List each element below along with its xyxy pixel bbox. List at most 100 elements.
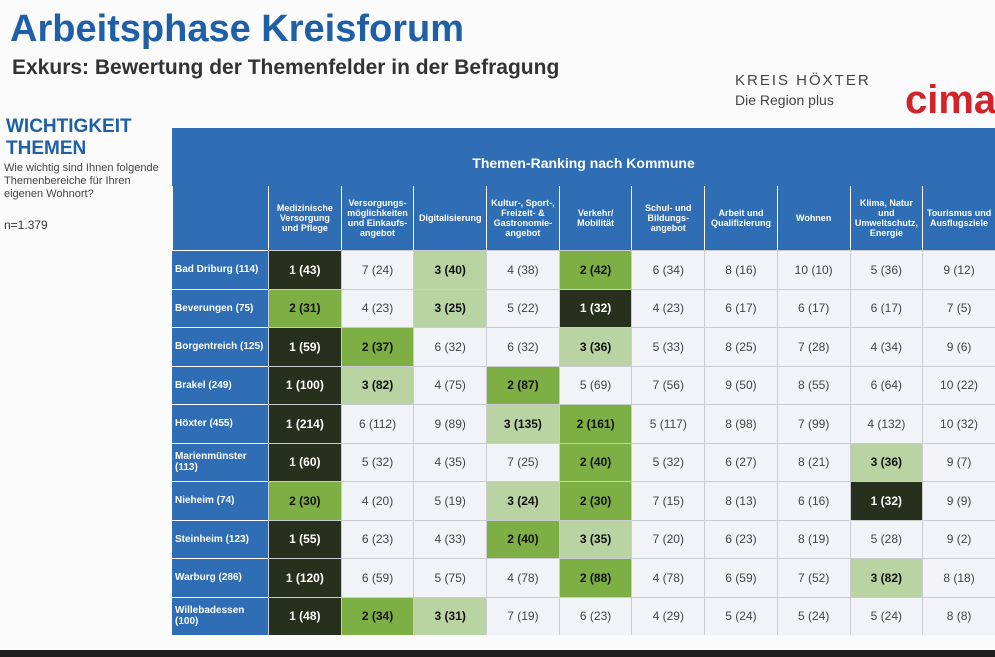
rank-cell: 1 (43) [268,250,341,289]
rank-cell: 6 (17) [849,288,923,327]
logo-kreis: KREIS HÖXTER [735,72,871,89]
rank-cell: 6 (23) [558,596,632,635]
row-label: Nieheim (74) [172,481,268,520]
table-title: Themen-Ranking nach Kommune [472,155,695,171]
rank-cell: 3 (40) [413,250,487,289]
rank-cell: 9 (50) [704,365,777,404]
column-header: Arbeit und Qualifizierung [704,186,777,250]
column-header: Tourismus und Ausflugsziele [922,186,995,250]
sidebar-heading: WICHTIGKEIT THEMEN [6,116,132,159]
rank-cell: 8 (19) [776,519,850,558]
rank-cell: 9 (89) [413,404,487,443]
rank-cell: 7 (19) [486,596,559,635]
column-header: Versorgungs-möglichkeiten und Einkaufs-a… [340,186,414,250]
rank-cell: 9 (12) [922,250,995,289]
rank-cell: 8 (13) [704,481,777,520]
rank-cell: 5 (33) [631,327,705,366]
rank-cell: 8 (25) [704,327,777,366]
rank-cell: 7 (24) [340,250,414,289]
rank-cell: 1 (48) [268,596,341,635]
rank-cell: 5 (69) [558,365,632,404]
rank-cell: 6 (32) [413,327,487,366]
rank-cell: 8 (16) [704,250,777,289]
table-grid: Medizinische Versorgung und Pflege Versor… [172,186,995,635]
rank-cell: 4 (78) [631,558,705,597]
rank-cell: 4 (75) [413,365,487,404]
rank-cell: 3 (36) [849,442,923,481]
rank-cell: 2 (88) [558,558,632,597]
column-header: Klima, Natur und Umweltschutz, Energie [849,186,923,250]
row-label: Willebadessen (100) [172,596,268,636]
rank-cell: 2 (34) [340,596,414,635]
rank-cell: 2 (37) [340,327,414,366]
rank-cell: 10 (22) [922,365,995,404]
rank-cell: 1 (60) [268,442,341,481]
rank-cell: 3 (25) [413,288,487,327]
rank-cell: 2 (40) [558,442,632,481]
rank-cell: 2 (87) [486,365,559,404]
rank-cell: 1 (120) [268,558,341,597]
row-label: Warburg (286) [172,558,268,597]
column-header: Schul- und Bildungs-angebot [631,186,704,250]
rank-cell: 1 (32) [558,288,632,327]
rank-cell: 5 (24) [704,596,777,635]
rank-cell: 3 (82) [849,558,923,597]
rank-cell: 10 (10) [776,250,850,289]
rank-cell: 2 (42) [558,250,632,289]
rank-cell: 7 (5) [922,288,995,327]
row-label: Marienmünster (113) [172,442,268,482]
rank-cell: 4 (132) [849,404,923,443]
rank-cell: 9 (9) [922,481,995,520]
rank-cell: 6 (112) [340,404,414,443]
rank-cell: 9 (6) [922,327,995,366]
subtitle: Exkurs: Bewertung der Themenfelder in de… [12,56,560,79]
rank-cell: 6 (32) [486,327,559,366]
rank-cell: 4 (29) [631,596,705,635]
row-label: Brakel (249) [172,365,268,405]
rank-cell: 6 (64) [849,365,923,404]
rank-cell: 7 (25) [486,442,559,481]
rank-cell: 1 (32) [849,481,923,520]
ranking-table: Themen-Ranking nach Kommune Medizinische… [172,128,995,635]
sample-size: n=1.379 [4,218,48,232]
column-header: Digitalisierung [413,186,486,250]
rank-cell: 3 (24) [486,481,559,520]
rank-cell: 5 (28) [849,519,923,558]
rank-cell: 4 (20) [340,481,414,520]
rank-cell: 6 (59) [340,558,414,597]
rank-cell: 4 (33) [413,519,487,558]
rank-cell: 8 (55) [776,365,850,404]
rank-cell: 4 (38) [486,250,559,289]
rank-cell: 2 (40) [486,519,559,558]
rank-cell: 5 (32) [340,442,414,481]
rank-cell: 5 (22) [486,288,559,327]
rank-cell: 6 (34) [631,250,705,289]
logo-cima: cima [905,78,995,122]
rank-cell: 2 (161) [558,404,632,443]
rank-cell: 2 (31) [268,288,341,327]
logo-region: Die Region plus [735,92,834,108]
rank-cell: 6 (27) [704,442,777,481]
rank-cell: 9 (7) [922,442,995,481]
rank-cell: 5 (19) [413,481,487,520]
rank-cell: 10 (32) [922,404,995,443]
rank-cell: 5 (36) [849,250,923,289]
row-label: Borgentreich (125) [172,327,268,366]
rank-cell: 6 (17) [776,288,850,327]
rank-cell: 7 (52) [776,558,850,597]
rank-cell: 2 (30) [268,481,341,520]
rank-cell: 4 (78) [486,558,559,597]
rank-cell: 1 (100) [268,365,341,404]
rank-cell: 5 (117) [631,404,705,443]
rank-cell: 5 (24) [849,596,923,635]
rank-cell: 8 (21) [776,442,850,481]
rank-cell: 6 (16) [776,481,850,520]
rank-cell: 7 (15) [631,481,705,520]
rank-cell: 6 (23) [704,519,777,558]
rank-cell: 4 (34) [849,327,923,366]
rank-cell: 5 (32) [631,442,705,481]
rank-cell: 1 (55) [268,519,341,558]
rank-cell: 3 (31) [413,596,487,635]
rank-cell: 9 (2) [922,519,995,558]
